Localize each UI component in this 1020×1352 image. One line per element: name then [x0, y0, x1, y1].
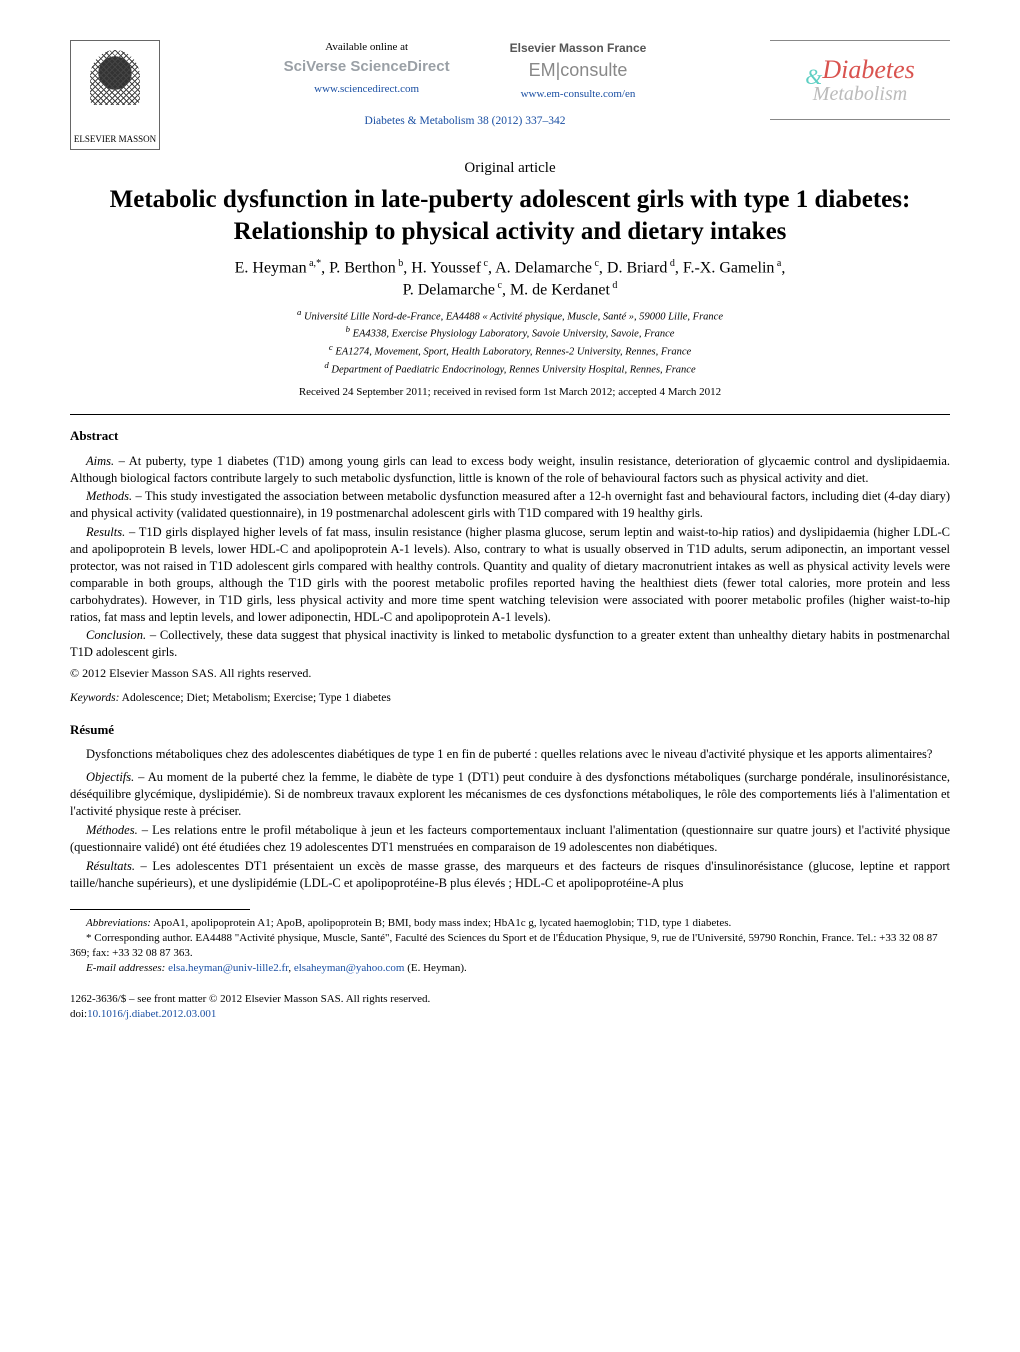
methodes-text: Les relations entre le profil métaboliqu…	[70, 823, 950, 854]
footnote-rule	[70, 909, 250, 910]
aims-label: Aims. –	[86, 454, 125, 468]
author-affil-sup: c	[592, 258, 599, 269]
resume-resultats: Résultats. – Les adolescentes DT1 présen…	[70, 858, 950, 892]
email-author: (E. Heyman).	[407, 962, 467, 974]
abstract-copyright: © 2012 Elsevier Masson SAS. All rights r…	[70, 665, 950, 681]
email-link-2[interactable]: elsaheyman@yahoo.com	[294, 962, 405, 974]
abstract-results: Results. – T1D girls displayed higher le…	[70, 524, 950, 625]
journal-word-metabolism: Metabolism	[813, 81, 907, 108]
author-affil-sup: d	[667, 258, 675, 269]
journal-reference: Diabetes & Metabolism 38 (2012) 337–342	[365, 114, 566, 130]
email-label: E-mail addresses:	[86, 962, 165, 974]
authors-list: E. Heyman a,*, P. Berthon b, H. Youssef …	[70, 257, 950, 301]
keywords-label: Keywords:	[70, 692, 119, 704]
sciencedirect-link[interactable]: www.sciencedirect.com	[314, 83, 419, 95]
abbreviations-footnote: Abbreviations: ApoA1, apolipoprotein A1;…	[70, 916, 950, 931]
corresponding-author-footnote: * Corresponding author. EA4488 "Activité…	[70, 931, 950, 961]
objectifs-text: Au moment de la puberté chez la femme, l…	[70, 770, 950, 818]
conclusion-label: Conclusion. –	[86, 628, 156, 642]
journal-logo-block: &Diabetes Metabolism	[770, 40, 950, 120]
journal-word-diabetes: Diabetes	[822, 55, 914, 84]
doi-label: doi:	[70, 1008, 87, 1020]
resume-title-fr: Dysfonctions métaboliques chez des adole…	[70, 746, 950, 763]
corr-label: * Corresponding author.	[86, 932, 193, 944]
keywords-line: Keywords: Adolescence; Diet; Metabolism;…	[70, 691, 950, 707]
author-affil-sup: b	[396, 258, 404, 269]
available-online-label: Available online at	[284, 40, 450, 55]
doi-line: doi:10.1016/j.diabet.2012.03.001	[70, 1007, 950, 1022]
corr-text: EA4488 "Activité physique, Muscle, Santé…	[70, 932, 938, 959]
objectifs-label: Objectifs. –	[86, 770, 144, 784]
affiliations: a Université Lille Nord-de-France, EA448…	[70, 307, 950, 378]
header-center: Available online at SciVerse ScienceDire…	[160, 40, 770, 130]
resume-heading: Résumé	[70, 721, 950, 739]
abstract-aims: Aims. – At puberty, type 1 diabetes (T1D…	[70, 453, 950, 487]
journal-ampersand: &	[805, 64, 822, 89]
abstract-conclusion: Conclusion. – Collectively, these data s…	[70, 627, 950, 661]
sciencedirect-block: Available online at SciVerse ScienceDire…	[284, 40, 450, 97]
methodes-label: Méthodes. –	[86, 823, 148, 837]
page-header: ELSEVIER MASSON Available online at SciV…	[70, 40, 950, 150]
affiliation-c: c EA1274, Movement, Sport, Health Labora…	[70, 342, 950, 360]
article-type: Original article	[70, 158, 950, 178]
resultats-label: Résultats. –	[86, 859, 147, 873]
bottom-block: 1262-3636/$ – see front matter © 2012 El…	[70, 992, 950, 1022]
sciverse-logo-text: SciVerse ScienceDirect	[284, 57, 450, 77]
em-consulte-link[interactable]: www.em-consulte.com/en	[521, 88, 636, 100]
resume-methodes: Méthodes. – Les relations entre le profi…	[70, 822, 950, 856]
resume-objectifs: Objectifs. – Au moment de la puberté che…	[70, 769, 950, 820]
footnotes: Abbreviations: ApoA1, apolipoprotein A1;…	[70, 916, 950, 975]
results-label: Results. –	[86, 525, 135, 539]
publisher-logo: ELSEVIER MASSON	[70, 40, 160, 150]
methods-label: Methods. –	[86, 489, 142, 503]
author-affil-sup: d	[610, 280, 618, 291]
author-affil-sup: a	[774, 258, 781, 269]
author-affil-sup: c	[495, 280, 502, 291]
em-prefix: EM	[529, 60, 556, 80]
em-consulte-word: consulte	[560, 60, 627, 80]
abbrev-label: Abbreviations:	[86, 917, 151, 929]
abstract-heading: Abstract	[70, 427, 950, 445]
abstract-methods: Methods. – This study investigated the a…	[70, 488, 950, 522]
article-title: Metabolic dysfunction in late-puberty ad…	[90, 184, 930, 247]
em-consulte-logo-text: EM|consulte	[510, 58, 647, 82]
affiliation-d: d Department of Paediatric Endocrinology…	[70, 360, 950, 378]
elsevier-tree-icon	[80, 45, 150, 115]
header-links-row: Available online at SciVerse ScienceDire…	[284, 40, 647, 102]
em-consulte-block: Elsevier Masson France EM|consulte www.e…	[510, 40, 647, 102]
article-dates: Received 24 September 2011; received in …	[70, 385, 950, 400]
author-affil-sup: c	[481, 258, 488, 269]
journal-logo: &Diabetes Metabolism	[770, 40, 950, 120]
methods-text: This study investigated the association …	[70, 489, 950, 520]
em-publisher-label: Elsevier Masson France	[510, 40, 647, 56]
resultats-text: Les adolescentes DT1 présentaient un exc…	[70, 859, 950, 890]
email-footnote: E-mail addresses: elsa.heyman@univ-lille…	[70, 961, 950, 976]
abbrev-text: ApoA1, apolipoprotein A1; ApoB, apolipop…	[153, 917, 731, 929]
section-rule	[70, 414, 950, 415]
keywords-text: Adolescence; Diet; Metabolism; Exercise;…	[122, 692, 391, 704]
affiliation-a: a Université Lille Nord-de-France, EA448…	[70, 307, 950, 325]
email-link-1[interactable]: elsa.heyman@univ-lille2.fr	[168, 962, 288, 974]
conclusion-text: Collectively, these data suggest that ph…	[70, 628, 950, 659]
aims-text: At puberty, type 1 diabetes (T1D) among …	[70, 454, 950, 485]
author-affil-sup: a,	[307, 258, 316, 269]
corresponding-asterisk: *	[316, 258, 321, 269]
results-text: T1D girls displayed higher levels of fat…	[70, 525, 950, 623]
issn-line: 1262-3636/$ – see front matter © 2012 El…	[70, 992, 950, 1007]
affiliation-b: b EA4338, Exercise Physiology Laboratory…	[70, 324, 950, 342]
doi-link[interactable]: 10.1016/j.diabet.2012.03.001	[87, 1008, 216, 1020]
publisher-name: ELSEVIER MASSON	[74, 135, 156, 145]
